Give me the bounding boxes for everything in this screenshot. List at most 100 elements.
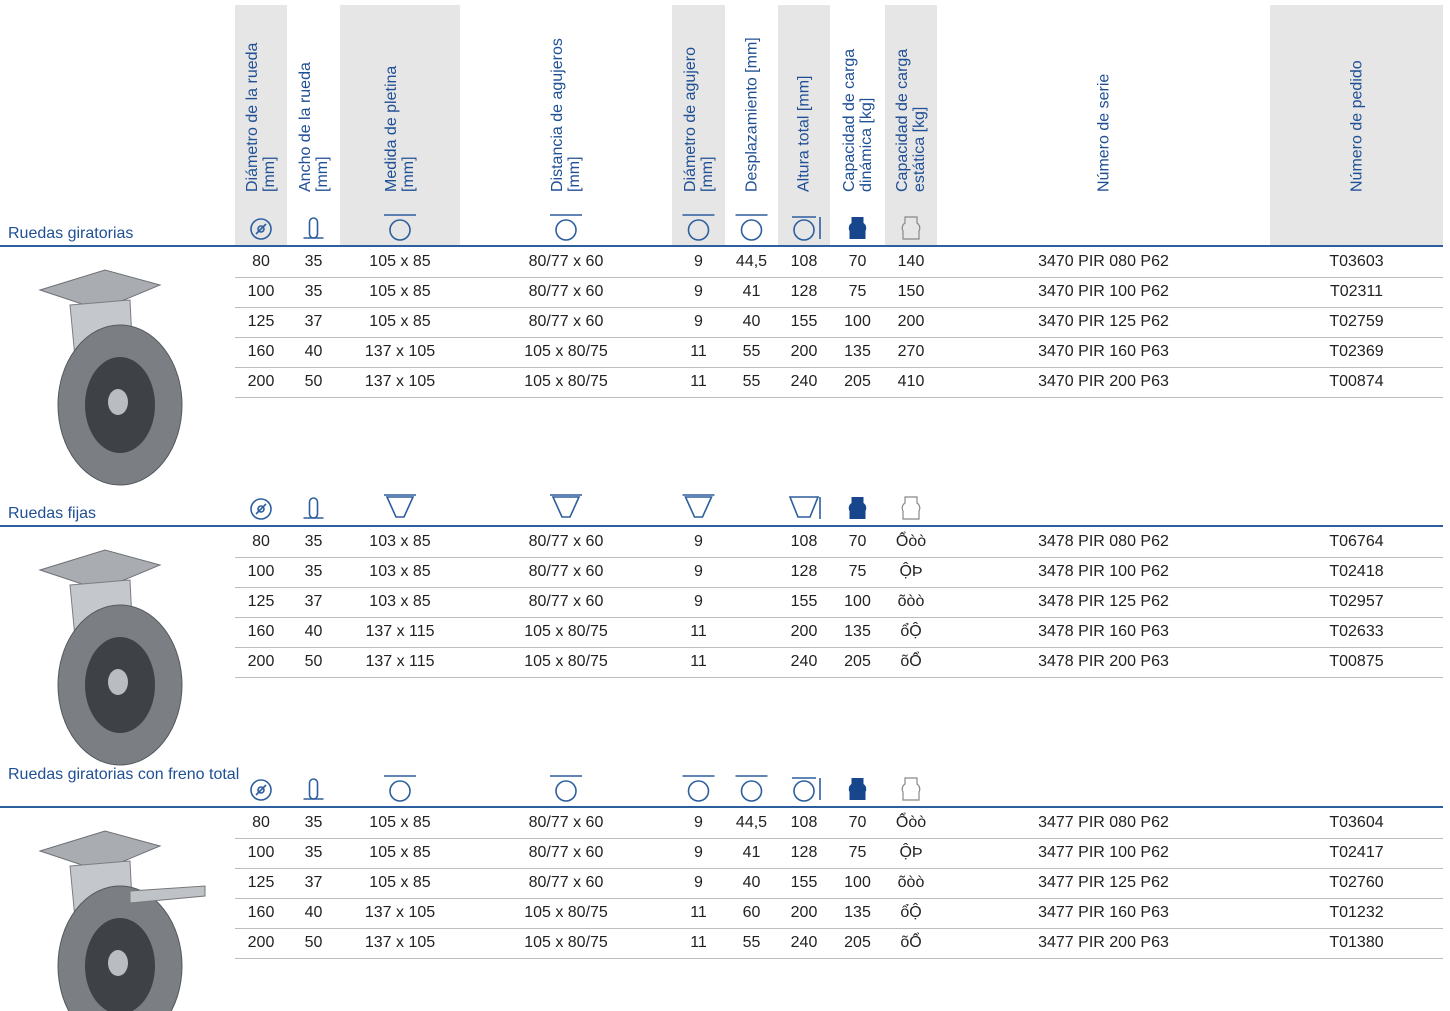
table-cell: 105 x 85 [340,868,460,898]
table-cell: 100 [235,277,287,307]
table-cell: 41 [725,277,778,307]
table-cell: 240 [778,367,830,397]
table-cell: 137 x 105 [340,367,460,397]
table-cell: 3470 PIR 125 P62 [937,307,1270,337]
icon-part [310,218,318,238]
table-cell: 50 [287,647,340,677]
table-cell [725,527,778,557]
table-cell: 105 x 80/75 [460,647,672,677]
table-cell: 80 [235,527,287,557]
table-cell: 200 [885,307,937,337]
section-title: Ruedas giratorias [8,225,240,242]
table-cell: 35 [287,557,340,587]
table-cell: 75 [830,557,885,587]
row-rule [235,677,1443,678]
table-cell: 137 x 115 [340,617,460,647]
table-cell: 105 x 80/75 [460,367,672,397]
table-cell: 3478 PIR 100 P62 [937,557,1270,587]
table-cell: 103 x 85 [340,557,460,587]
table-cell: 410 [885,367,937,397]
table-cell: 100 [235,557,287,587]
header-line: Diámetro de agujero [682,5,699,192]
table-cell [725,647,778,677]
table-cell: 100 [235,838,287,868]
table-cell: 80 [235,808,287,838]
table-cell: 160 [235,337,287,367]
table-cell: 103 x 85 [340,527,460,557]
table-cell: 80/77 x 60 [460,307,672,337]
table-cell: 80/77 x 60 [460,247,672,277]
icon-part [310,498,318,518]
table-cell: 3477 PIR 160 P63 [937,898,1270,928]
axle [108,389,128,415]
table-cell: 9 [672,247,725,277]
header-line: [mm] [699,5,716,192]
table-cell: 125 [235,587,287,617]
header-line: Número de pedido [1348,5,1365,192]
table-cell: 105 x 80/75 [460,898,672,928]
table-cell: 108 [778,527,830,557]
table-cell: 40 [287,617,340,647]
table-cell: 9 [672,868,725,898]
table-cell: 80 [235,247,287,277]
table-cell: 11 [672,367,725,397]
icon-part [556,220,576,240]
table-cell: 100 [830,868,885,898]
table-cell: 105 x 85 [340,838,460,868]
table-cell: 3470 PIR 100 P62 [937,277,1270,307]
icon-part [902,778,920,800]
table-cell: 135 [830,898,885,928]
table-cell: 155 [778,868,830,898]
table-cell: 128 [778,277,830,307]
icon-part [553,497,579,517]
column-header: Distancia de agujeros[mm] [549,5,583,192]
table-cell: 35 [287,247,340,277]
table-cell: õỔ [885,647,937,677]
column-header: Número de serie [1095,5,1112,192]
table-cell: 125 [235,868,287,898]
table-cell: 35 [287,808,340,838]
icon-part [310,779,318,799]
axle [108,669,128,695]
row-rule [235,397,1443,398]
table-cell: 105 x 80/75 [460,928,672,958]
table-cell: 9 [672,838,725,868]
header-line: Capacidad de carga [894,5,911,192]
icon-part [742,781,762,801]
table-cell: 137 x 105 [340,928,460,958]
table-cell: 11 [672,617,725,647]
table-cell: 3477 PIR 125 P62 [937,868,1270,898]
page: (() => { const data = JSON.parse(documen… [0,0,1450,1011]
table-cell: 3477 PIR 080 P62 [937,808,1270,838]
icon-part [794,781,814,801]
column-header: Desplazamiento [mm] [743,5,760,192]
table-cell: 205 [830,367,885,397]
table-cell: 9 [672,808,725,838]
table-cell: 50 [287,928,340,958]
section-title: Ruedas fijas [8,505,240,522]
table-cell: 3478 PIR 125 P62 [937,587,1270,617]
table-cell: 80/77 x 60 [460,868,672,898]
table-cell: 105 x 80/75 [460,337,672,367]
table-cell: 9 [672,557,725,587]
table-cell: 40 [725,868,778,898]
table-cell: 200 [235,928,287,958]
table-cell: 140 [885,247,937,277]
table-cell: 200 [778,898,830,928]
table-cell: 105 x 85 [340,277,460,307]
table-cell: T03604 [1270,808,1443,838]
table-cell: 3478 PIR 200 P63 [937,647,1270,677]
table-cell: 155 [778,307,830,337]
column-header: Capacidad de cargadinámica [kg] [841,5,875,192]
table-cell: 44,5 [725,808,778,838]
table-cell: 3477 PIR 100 P62 [937,838,1270,868]
table-cell: 55 [725,928,778,958]
table-cell: T02369 [1270,337,1443,367]
table-cell: õòò [885,868,937,898]
table-cell: 240 [778,647,830,677]
column-header: Ancho de la rueda[mm] [297,5,331,192]
icon-part [849,217,867,239]
table-cell: 9 [672,277,725,307]
table-cell: T01380 [1270,928,1443,958]
table-cell: 80/77 x 60 [460,808,672,838]
